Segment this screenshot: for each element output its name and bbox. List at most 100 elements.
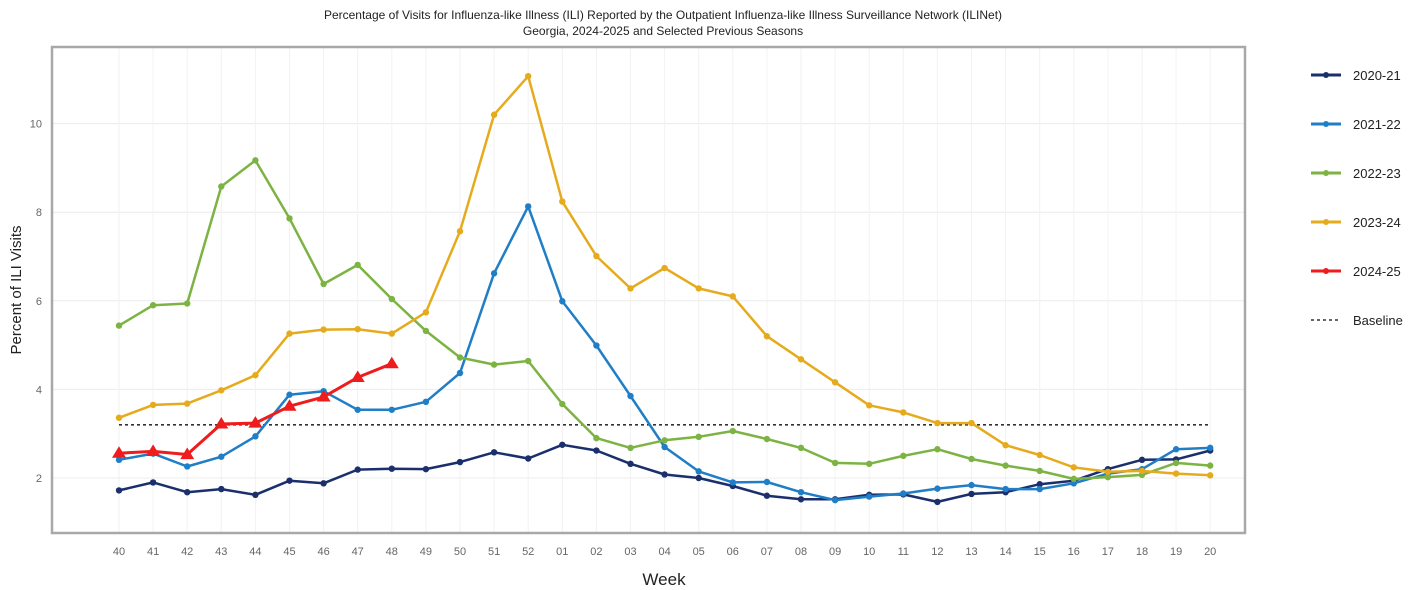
legend-item-baseline[interactable]: Baseline xyxy=(1311,313,1403,328)
data-point[interactable] xyxy=(831,459,839,467)
data-point[interactable] xyxy=(763,478,771,486)
data-point[interactable] xyxy=(1172,446,1180,453)
data-point[interactable] xyxy=(968,419,975,427)
data-point[interactable] xyxy=(456,354,464,361)
data-point[interactable] xyxy=(252,433,259,440)
data-point[interactable] xyxy=(184,300,191,307)
data-point[interactable] xyxy=(729,479,736,486)
data-point[interactable] xyxy=(559,441,566,448)
data-point[interactable] xyxy=(388,330,395,337)
legend-item[interactable]: 2022-23 xyxy=(1311,166,1401,181)
data-point[interactable] xyxy=(218,485,225,493)
data-point[interactable] xyxy=(490,111,498,118)
data-point[interactable] xyxy=(1172,459,1180,467)
data-point[interactable] xyxy=(422,398,430,406)
data-point[interactable] xyxy=(214,416,229,429)
data-point[interactable] xyxy=(525,357,532,365)
data-point[interactable] xyxy=(1207,462,1214,469)
data-point[interactable] xyxy=(661,437,668,444)
data-point[interactable] xyxy=(354,466,361,473)
data-point[interactable] xyxy=(627,444,634,452)
data-point[interactable] xyxy=(593,447,600,454)
data-point[interactable] xyxy=(593,252,600,260)
data-point[interactable] xyxy=(1070,475,1078,483)
data-point[interactable] xyxy=(559,400,566,408)
data-point[interactable] xyxy=(456,369,464,377)
data-point[interactable] xyxy=(661,264,668,272)
data-point[interactable] xyxy=(525,455,532,462)
data-point[interactable] xyxy=(627,285,634,292)
data-point[interactable] xyxy=(1036,485,1043,493)
data-point[interactable] xyxy=(112,446,126,458)
data-point[interactable] xyxy=(695,474,702,482)
data-point[interactable] xyxy=(149,479,157,486)
data-point[interactable] xyxy=(934,498,941,506)
data-point[interactable] xyxy=(866,493,873,500)
data-point[interactable] xyxy=(900,452,907,460)
data-point[interactable] xyxy=(115,487,123,494)
data-point[interactable] xyxy=(422,465,430,473)
data-point[interactable] xyxy=(184,400,191,407)
data-point[interactable] xyxy=(286,477,293,484)
data-point[interactable] xyxy=(763,333,771,340)
data-point[interactable] xyxy=(900,490,907,497)
data-point[interactable] xyxy=(661,443,668,451)
data-point[interactable] xyxy=(388,295,395,303)
data-point[interactable] xyxy=(1207,472,1214,479)
data-point[interactable] xyxy=(866,460,873,468)
data-point[interactable] xyxy=(1138,467,1146,475)
data-point[interactable] xyxy=(525,72,532,80)
data-point[interactable] xyxy=(252,491,259,499)
data-point[interactable] xyxy=(797,488,805,496)
legend-item[interactable]: 2020-21 xyxy=(1311,68,1401,83)
data-point[interactable] xyxy=(115,414,123,421)
data-point[interactable] xyxy=(316,389,331,402)
data-point[interactable] xyxy=(1138,456,1146,464)
data-point[interactable] xyxy=(320,326,327,333)
data-point[interactable] xyxy=(1207,444,1214,452)
data-point[interactable] xyxy=(490,361,498,368)
data-point[interactable] xyxy=(218,183,225,190)
data-point[interactable] xyxy=(934,446,941,453)
data-point[interactable] xyxy=(1104,468,1112,475)
data-point[interactable] xyxy=(115,456,123,464)
data-point[interactable] xyxy=(320,480,327,487)
data-point[interactable] xyxy=(763,435,771,443)
data-point[interactable] xyxy=(456,228,464,235)
data-point[interactable] xyxy=(354,406,361,413)
data-point[interactable] xyxy=(252,157,259,164)
data-point[interactable] xyxy=(422,327,430,335)
data-point[interactable] xyxy=(763,492,771,499)
data-point[interactable] xyxy=(968,455,975,463)
data-point[interactable] xyxy=(627,460,634,468)
data-point[interactable] xyxy=(149,302,157,309)
data-point[interactable] xyxy=(490,270,498,277)
data-point[interactable] xyxy=(627,392,634,400)
data-point[interactable] xyxy=(1070,480,1078,487)
data-point[interactable] xyxy=(286,391,293,398)
legend-item[interactable]: 2021-22 xyxy=(1311,117,1401,132)
data-point[interactable] xyxy=(286,330,293,337)
data-point[interactable] xyxy=(729,427,736,435)
data-point[interactable] xyxy=(900,409,907,416)
data-point[interactable] xyxy=(831,496,839,504)
data-point[interactable] xyxy=(115,322,123,329)
data-point[interactable] xyxy=(661,471,668,478)
data-point[interactable] xyxy=(525,203,532,210)
data-point[interactable] xyxy=(149,401,157,409)
data-point[interactable] xyxy=(388,406,395,413)
data-point[interactable] xyxy=(354,325,361,333)
data-point[interactable] xyxy=(282,399,297,411)
legend[interactable]: 2020-21 2021-22 2022-23 2023-24 2024-25 Basel… xyxy=(1311,68,1403,328)
data-point[interactable] xyxy=(1036,467,1043,475)
data-point[interactable] xyxy=(866,402,873,409)
data-point[interactable] xyxy=(559,298,566,305)
data-point[interactable] xyxy=(1104,473,1112,481)
data-point[interactable] xyxy=(218,387,225,394)
data-point[interactable] xyxy=(180,447,195,460)
data-point[interactable] xyxy=(456,458,464,466)
data-point[interactable] xyxy=(184,488,191,496)
data-point[interactable] xyxy=(320,280,327,288)
data-point[interactable] xyxy=(729,293,736,300)
data-point[interactable] xyxy=(695,468,702,475)
